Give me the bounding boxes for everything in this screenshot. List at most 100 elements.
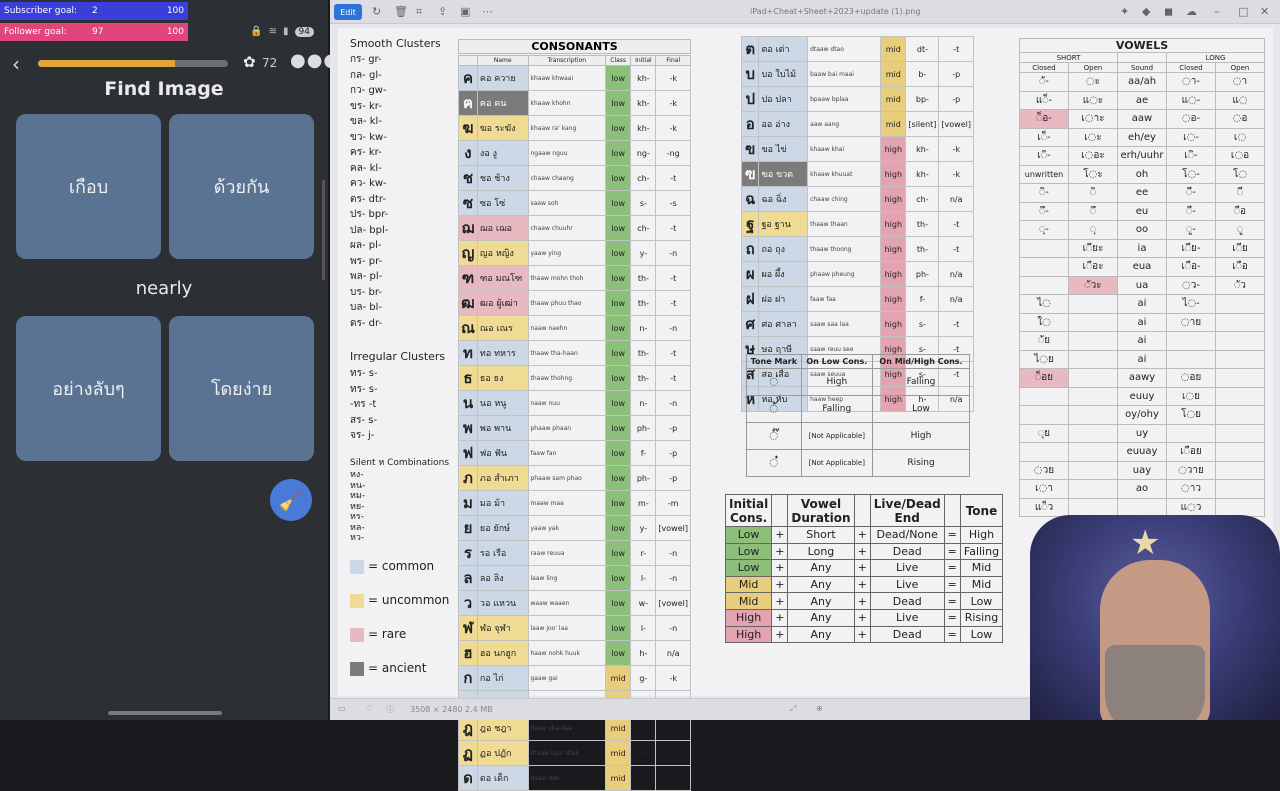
consonant-glyph: อ — [740, 111, 760, 137]
smooth-cluster-item: ปร- bpr- — [350, 209, 389, 220]
lock-icon: 🔒 — [250, 26, 263, 37]
consonant-glyph: พ — [458, 415, 478, 441]
tone-rule-operator: + — [771, 625, 789, 644]
sidebar-icon[interactable]: ▭ — [338, 704, 346, 713]
vowel-cell: ◌า — [1215, 72, 1265, 92]
consonant-row: ตตอ เต่า dtaaw dtao mid dt- -t — [740, 36, 974, 62]
tone-mark-glyph: ◌้ — [746, 395, 802, 423]
consonant-initial: m- — [630, 490, 657, 516]
back-arrow-icon[interactable]: ‹ — [12, 52, 20, 76]
cloud-icon[interactable]: ☁ — [1186, 5, 1197, 18]
consonant-glyph: ฮ — [458, 640, 478, 666]
consonant-initial: w- — [630, 590, 657, 616]
consonant-row: ณณอ เณร naaw naehn low n- -n — [458, 315, 691, 341]
consonant-final: -n — [655, 240, 691, 266]
tone-mark-glyph: ◌๊ — [746, 422, 802, 450]
vowel-cell: ai — [1117, 349, 1167, 369]
fit-icon[interactable]: ⤢ — [790, 704, 797, 713]
zoom-icon[interactable]: ⊕ — [816, 704, 823, 713]
scrollbar[interactable] — [322, 180, 325, 280]
home-indicator[interactable] — [108, 711, 222, 715]
favorite-icon[interactable]: ♡ — [366, 704, 374, 713]
consonant-row: ปปอ ปลา bpaaw bplaa mid bp- -p — [740, 86, 974, 112]
tone-rule-cell: Mid — [959, 559, 1004, 577]
vowel-row: เ◌ียะ ia เ◌ีย- เ◌ีย — [1019, 238, 1265, 258]
choice-card-4[interactable]: โดยง่าย — [169, 316, 314, 461]
delete-icon[interactable]: 🗑 — [394, 5, 408, 18]
share-icon[interactable]: ⇪ — [438, 5, 448, 18]
consonant-name: ฮอ นกฮูก — [476, 640, 529, 666]
choice-card-3[interactable]: อย่างลับๆ — [16, 316, 161, 461]
points-count: 72 — [262, 56, 278, 70]
legend-label: = common — [368, 559, 435, 573]
consonant-final: -n — [655, 565, 691, 591]
consonant-header: Name — [476, 55, 529, 66]
minimize-icon[interactable]: – — [1214, 5, 1220, 18]
tone-on-low: [Not Applicable] — [800, 422, 874, 450]
consonant-glyph: ต — [740, 36, 760, 62]
vowel-row: ◌ุย uy — [1019, 423, 1265, 443]
consonant-transcription: chaaw chaang — [527, 165, 606, 191]
broom-icon: 🧹 — [278, 488, 304, 512]
choice-card-1[interactable]: เกือบ — [16, 114, 161, 259]
consonant-class: low — [604, 440, 632, 466]
follower-goal-label: Follower goal: — [4, 27, 67, 37]
tone-on-mid-high: Falling — [872, 368, 970, 396]
consonant-name: นอ หนู — [476, 390, 529, 416]
consonant-initial: ph- — [630, 465, 657, 491]
tone-rule-cell: Low — [959, 625, 1004, 644]
tone-rule-operator-header — [771, 494, 789, 527]
vowel-cell: euuy — [1117, 386, 1167, 406]
maximize-icon[interactable]: □ — [1238, 5, 1249, 18]
vowel-cell: ai — [1117, 312, 1167, 332]
follower-goal-max: 100 — [166, 27, 184, 37]
image-icon[interactable]: ▣ — [460, 5, 471, 18]
vowel-cell: แ◌ — [1215, 90, 1265, 110]
vowel-cell: ◌ุ- — [1019, 220, 1069, 240]
vowel-cell — [1166, 423, 1216, 443]
vowel-cell: เ◌ย — [1166, 386, 1216, 406]
vowel-cell: ai — [1117, 331, 1167, 351]
app-icon-2[interactable]: ◆ — [1142, 5, 1151, 18]
consonant-row: ฏฏอ ปฏัก dtaaw bpa' dtak mid dt- -t — [458, 740, 691, 766]
consonant-initial: th- — [630, 365, 657, 391]
consonant-initial: s- — [905, 311, 940, 337]
consonant-initial: th- — [630, 340, 657, 366]
tone-on-mid-high: High — [872, 422, 970, 450]
consonant-final: -k — [655, 665, 691, 691]
consonant-glyph: ฉ — [740, 186, 760, 212]
info-icon[interactable]: ⓘ — [386, 705, 394, 714]
long-label: LONG — [1166, 52, 1265, 63]
consonant-initial: n- — [630, 315, 657, 341]
consonant-class: low — [604, 265, 632, 291]
more-icon[interactable]: ⋯ — [482, 5, 493, 18]
vowel-cell: oy/ohy — [1117, 405, 1167, 425]
consonant-transcription: laaw joo' laa — [527, 615, 606, 641]
edit-button[interactable]: Edit — [334, 4, 362, 20]
vowel-row: ไ◌ย ai — [1019, 349, 1265, 369]
app-icon-3[interactable]: ◼ — [1164, 5, 1174, 18]
vowel-row: ใ◌ ai ◌าย — [1019, 312, 1265, 332]
vowel-row: ◌ึ- ◌ึ eu ◌ื- ◌ือ — [1019, 201, 1265, 221]
app-icon-1[interactable]: ✦ — [1120, 5, 1130, 18]
vowel-cell — [1215, 405, 1265, 425]
consonant-glyph: ล — [458, 565, 478, 591]
smooth-cluster-item: คร- kr- — [350, 147, 382, 158]
vowel-row: ไ◌ ai ไ◌- — [1019, 294, 1265, 314]
vowel-cell: ◌อย — [1166, 368, 1216, 388]
tone-rule-header: Tone — [959, 494, 1004, 527]
consonant-row: ฮฮอ นกฮูก haaw nohk huuk low h-n/a — [458, 640, 691, 666]
hint-button[interactable]: 🧹 — [270, 479, 312, 521]
consonant-glyph: ฅ — [458, 90, 478, 116]
vowel-cell: eh/ey — [1117, 127, 1167, 147]
rotate-icon[interactable]: ↻ — [372, 5, 382, 18]
consonant-class: mid — [880, 86, 907, 112]
choice-card-2[interactable]: ด้วยกัน — [169, 114, 314, 259]
consonant-name: ฐอ ฐาน — [758, 211, 809, 237]
close-icon[interactable]: ✕ — [1260, 5, 1270, 18]
more-options-icon[interactable]: ●●● — [290, 50, 341, 71]
crop-icon[interactable]: ⌗ — [416, 5, 423, 18]
tone-rule-cell: Live — [869, 608, 945, 627]
consonant-initial: y- — [630, 515, 657, 541]
consonant-transcription: waaw waaen — [527, 590, 606, 616]
